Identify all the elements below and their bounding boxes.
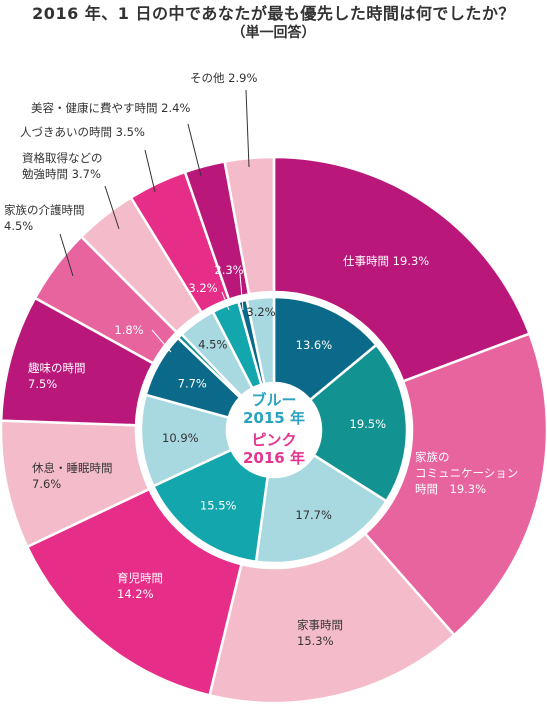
outer-slice [208,531,457,705]
leader-line [144,149,156,193]
leader-line [151,329,172,353]
leader-line [187,123,202,177]
leader-line [221,291,230,311]
leader-line [104,185,120,230]
outer-slice-label-line: 家族の介護時間 [4,203,85,217]
outer-slice-label: 家族の介護時間 4.5% [4,203,85,233]
outer-slice-label-line: 美容・健康に費やす時間 2.4% [31,101,190,115]
inner-slice-label: 4.5% [198,338,227,352]
inner-slice-label: 3.2% [188,281,217,295]
inner-slice-label: 1.8% [114,323,143,337]
inner-slice-label: 3.2% [246,305,275,319]
outer-slice-label-line: 資格取得などの [22,151,103,165]
outer-slice-label: 資格取得などの勉強時間 3.7% [22,151,103,181]
outer-slice-label-line: コミュニケーション [415,466,518,480]
outer-slice-label-line: 家族の [415,450,450,464]
outer-slice-label-line: 7.5% [28,377,57,391]
inner-slice-label: 10.9% [162,431,199,445]
leader-line [59,233,74,277]
outer-slice-label: 仕事時間 19.3% [343,254,429,268]
outer-slice [223,155,276,296]
inner-slice [272,295,379,402]
outer-slice-label-line: 時間 19.3% [415,482,486,496]
outer-slice-label: 美容・健康に費やす時間 2.4% [31,101,190,115]
outer-slice-label-line: 15.3% [297,634,334,648]
inner-ring-2015 [139,295,409,565]
center-legend-label: ブルー [251,391,296,409]
inner-slice-label: 19.5% [350,417,387,431]
outer-slice [25,487,243,697]
outer-slice-label: 休息・睡眠時間 7.6% [32,461,113,491]
outer-slice-label-line: 休息・睡眠時間 [32,461,113,475]
inner-slice [151,448,270,564]
outer-slice-label-line: その他 2.9% [190,71,257,85]
inner-slice-label: 13.6% [296,338,333,352]
inner-slice [308,343,409,503]
inner-slice-label: 7.7% [178,377,207,391]
chart-title: 2016 年、1 日の中であなたが最も優先した時間は何でしたか？ [32,4,515,23]
leader-line [239,273,244,311]
inner-slice [245,295,276,386]
outer-slice-label-line: 14.2% [117,587,154,601]
leader-lines [59,89,250,353]
outer-slice-label-line: 趣味の時間 [28,361,86,375]
inner-slice-label: 17.7% [295,508,332,522]
center-legend-label: ピンク [251,431,296,449]
outer-slice-label: その他 2.9% [190,71,257,85]
outer-slice [272,155,532,383]
center-legend-label: 2016 年 [243,449,305,467]
outer-slice-label-line: 7.6% [32,477,61,491]
inner-slice-label: 2.3% [214,263,243,277]
outer-slice-label-line: 勉強時間 3.7% [22,167,101,181]
outer-slice-label-line: 4.5% [4,219,33,233]
outer-slice-label: 家事時間 15.3% [297,618,343,648]
outer-slice-label: 家族のコミュニケーション時間 19.3% [415,450,518,496]
outer-slice-label-line: 家事時間 [297,618,343,632]
outer-slice-label-line: 育児時間 [117,571,163,585]
outer-slice-label: 趣味の時間 7.5% [28,361,86,391]
outer-slice-label-line: 人づきあいの時間 3.5% [20,125,145,139]
leader-line [245,89,250,168]
outer-ring-labels: 仕事時間 19.3% 家族のコミュニケーション時間 19.3% 家事時間 15.3% 育… [4,71,518,648]
chart-subtitle: （単一回答） [231,25,316,41]
inner-ring-labels: 13.6% 19.5% 17.7% 15.5% 10.9% 7.7% 1.8% 4.5% 3.2… [114,263,386,522]
inner-slice [254,453,389,565]
inner-slice-label: 15.5% [200,499,237,513]
outer-slice-label-line: 仕事時間 19.3% [343,254,429,268]
outer-slice-label: 育児時間 14.2% [117,571,163,601]
center-circle [228,384,320,476]
outer-slice-label: 人づきあいの時間 3.5% [20,125,145,139]
center-legend-label: 2015 年 [243,409,305,427]
outer-ring-2016 [0,155,547,705]
